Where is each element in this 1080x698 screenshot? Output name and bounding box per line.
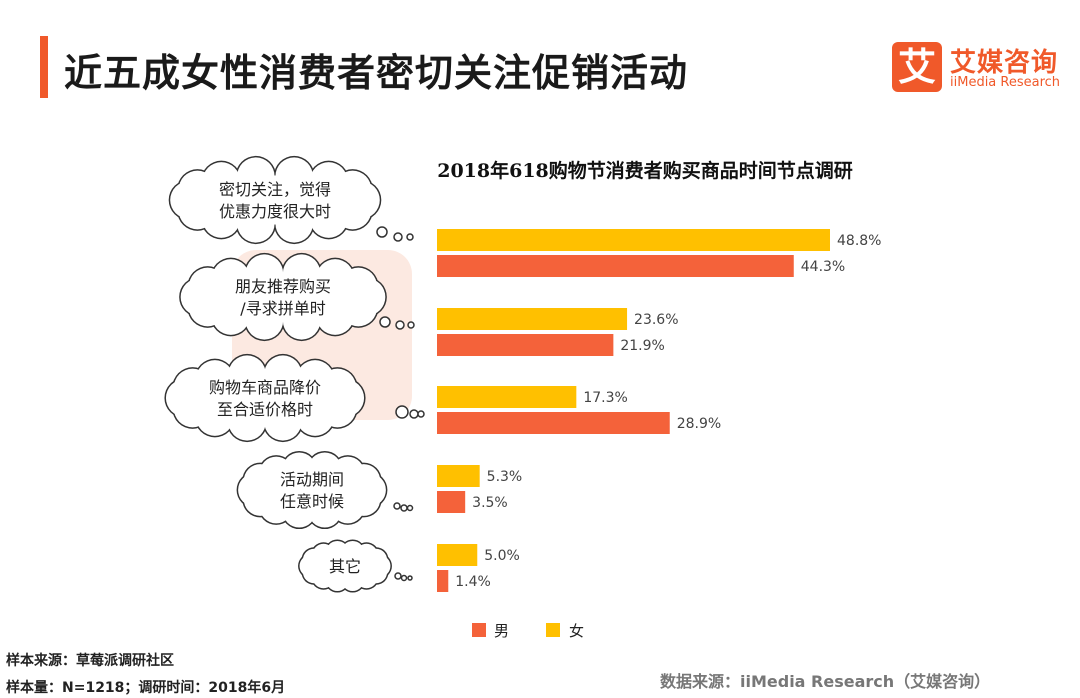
category-label: 优惠力度很大时 (219, 202, 331, 221)
bar-female (437, 465, 480, 487)
data-label: 17.3% (583, 390, 627, 406)
data-label: 28.9% (677, 416, 721, 432)
thought-bubble-dot (395, 405, 409, 419)
bar-female (437, 229, 830, 251)
data-source: 数据来源：iiMedia Research（艾媒咨询） (660, 672, 991, 691)
bar-female (437, 544, 478, 566)
title-accent-bar (40, 36, 48, 98)
category-label: 其它 (329, 557, 361, 576)
page-title: 近五成女性消费者密切关注促销活动 (64, 51, 689, 95)
bar-male (437, 334, 614, 356)
data-label: 44.3% (801, 259, 845, 275)
thought-bubble-dot (400, 574, 408, 582)
thought-bubble-dot (393, 502, 401, 510)
logo-name-en: iiMedia Research (950, 75, 1061, 90)
data-label: 3.5% (472, 495, 508, 511)
thought-cloud: 其它 (298, 539, 392, 593)
thought-bubble-dot (379, 316, 391, 328)
thought-bubble-dot (406, 504, 414, 512)
thought-bubble-dot (394, 572, 402, 580)
data-label: 1.4% (455, 574, 491, 590)
sample-source: 样本来源：草莓派调研社区 (6, 653, 174, 669)
data-label: 21.9% (620, 338, 664, 354)
thought-cloud: 朋友推荐购买/寻求拼单时 (179, 252, 387, 342)
logo-name-cn: 艾媒咨询 (950, 48, 1059, 78)
chart-title: 2018年618购物节消费者购买商品时间节点调研 (437, 160, 853, 182)
data-label: 5.0% (484, 548, 520, 564)
bar-male (437, 570, 449, 592)
bar-male (437, 412, 670, 434)
category-label: 活动期间 (280, 470, 344, 489)
category-label: 密切关注，觉得 (219, 180, 331, 199)
thought-bubble-dot (407, 321, 415, 329)
legend-swatch-female (546, 623, 560, 637)
thought-bubble-dot (417, 410, 425, 418)
bar-female (437, 386, 577, 408)
brand-logo: 艾 艾媒咨询 iiMedia Research (892, 42, 1072, 94)
thought-bubble-dot (393, 232, 403, 242)
thought-bubble-dot (395, 320, 405, 330)
legend-label-female: 女 (569, 622, 585, 640)
legend-swatch-male (472, 623, 486, 637)
thought-bubble-dot (400, 504, 408, 512)
data-label: 5.3% (487, 469, 523, 485)
bar-female (437, 308, 628, 330)
thought-bubble-dot (407, 575, 413, 581)
sample-size: 样本量：N=1218；调研时间：2018年6月 (6, 680, 286, 696)
thought-bubble-dot (406, 233, 414, 241)
data-label: 23.6% (634, 312, 678, 328)
category-label: /寻求拼单时 (240, 299, 325, 318)
category-label: 购物车商品降价 (209, 378, 321, 397)
thought-bubble-dot (376, 226, 388, 238)
category-label: 任意时候 (280, 492, 344, 511)
bar-male (437, 491, 466, 513)
category-label: 至合适价格时 (217, 400, 313, 419)
legend-label-male: 男 (494, 622, 510, 640)
bar-male (437, 255, 794, 277)
category-label: 朋友推荐购买 (235, 277, 331, 296)
thought-bubble-dot (409, 409, 419, 419)
data-label: 48.8% (837, 233, 881, 249)
logo-mark: 艾 (892, 42, 942, 92)
